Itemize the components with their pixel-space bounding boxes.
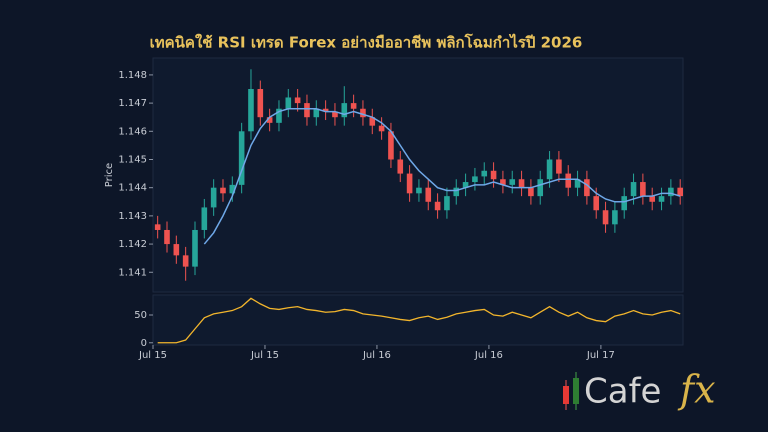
logo-word: Cafe	[584, 372, 661, 412]
candle-body	[173, 244, 180, 256]
candle-body	[154, 224, 161, 230]
candle-body	[528, 187, 534, 197]
candle-body	[584, 179, 590, 197]
candle-body	[472, 176, 478, 183]
x-tick-label: Jul 17	[586, 350, 615, 361]
candle-body	[565, 173, 572, 188]
candle-body	[276, 108, 282, 123]
y-tick-label: 1.142	[118, 239, 147, 250]
candle-body	[574, 179, 581, 188]
candle-body	[313, 108, 320, 118]
candle-body	[388, 131, 394, 160]
candle-body	[425, 187, 432, 202]
y-axis-label: Price	[104, 163, 115, 187]
price-panel	[152, 57, 684, 293]
candle-body	[350, 103, 357, 109]
rsi-panel	[152, 294, 684, 346]
candle-body	[397, 159, 404, 174]
y-tick-label: 1.144	[118, 183, 147, 194]
rsi-y-tick-label: 50	[134, 310, 147, 321]
candle-body	[677, 187, 683, 197]
logo-candle	[563, 386, 569, 404]
candle-body	[649, 196, 656, 202]
candle-body	[238, 131, 245, 185]
candle-body	[182, 255, 189, 267]
candle-body	[369, 117, 376, 126]
y-tick-label: 1.147	[118, 98, 147, 109]
candle-body	[481, 170, 488, 177]
candle-body	[621, 196, 628, 211]
y-tick-label: 1.148	[118, 70, 147, 81]
logo: Cafe fx	[563, 368, 716, 412]
x-tick-label: Jul 16	[362, 350, 391, 361]
candle-body	[210, 187, 217, 208]
candle-body	[490, 170, 497, 180]
candle-body	[341, 103, 348, 118]
candle-body	[304, 103, 310, 118]
x-tick-label: Jul 16	[474, 350, 503, 361]
candle-body	[630, 182, 637, 197]
rsi-line	[157, 297, 681, 344]
candle-body	[332, 111, 338, 118]
logo-candle	[573, 378, 579, 404]
candle-body	[500, 179, 506, 185]
candle-body	[192, 229, 198, 267]
candle-body	[462, 182, 469, 188]
candle-body	[294, 97, 301, 104]
candle-body	[285, 97, 292, 109]
candle-body	[537, 179, 544, 197]
candle-body	[593, 196, 600, 211]
candle-body	[444, 196, 450, 211]
candle-body	[556, 159, 562, 174]
chart-title: เทคนิคใช้ RSI เทรด Forex อย่างมืออาชีพ พ…	[150, 33, 583, 52]
candle-body	[602, 210, 609, 225]
candle-body	[164, 229, 170, 245]
y-tick-label: 1.141	[118, 267, 147, 278]
logo-mark: fx	[677, 368, 716, 412]
candle-body	[509, 179, 516, 185]
candle-body	[658, 196, 665, 202]
y-tick-label: 1.146	[118, 126, 147, 137]
y-tick-label: 1.145	[118, 154, 147, 165]
candle-body	[378, 125, 385, 132]
x-tick-label: Jul 15	[138, 350, 167, 361]
candle-body	[266, 117, 273, 123]
rsi-y-tick-label: 0	[141, 338, 147, 349]
candle-body	[546, 159, 553, 180]
candle-body	[201, 207, 208, 230]
candle-body	[248, 89, 254, 132]
candle-body	[518, 179, 525, 188]
candle-body	[640, 182, 646, 197]
candle-body	[668, 187, 674, 197]
candle-body	[229, 184, 236, 194]
candle-body	[416, 187, 422, 194]
candle-body	[406, 173, 413, 194]
moving-average-line	[203, 107, 681, 245]
candle-body	[257, 89, 264, 118]
y-tick-label: 1.143	[118, 211, 147, 222]
candle-body	[612, 210, 618, 225]
x-tick-label: Jul 15	[250, 350, 279, 361]
candle-body	[434, 201, 441, 211]
candle-body	[322, 108, 329, 112]
candle-body	[453, 187, 460, 197]
candle-body	[360, 108, 366, 118]
candle-body	[220, 187, 226, 194]
